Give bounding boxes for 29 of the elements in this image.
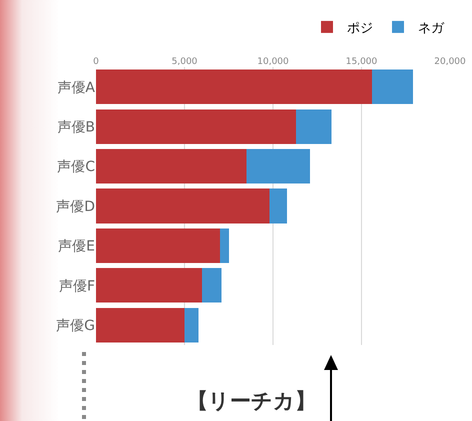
bar xyxy=(202,268,222,303)
bar xyxy=(96,308,184,342)
y-tick-label: 声優D xyxy=(56,198,95,215)
y-tick-label: 声優C xyxy=(57,159,96,176)
y-tick-label: 声優A xyxy=(57,80,96,96)
x-tick-label: 20,000 xyxy=(434,57,466,68)
bar xyxy=(269,188,288,224)
bar xyxy=(96,268,202,303)
x-tick-label: 5,000 xyxy=(172,57,198,68)
y-tick-label: 声優G xyxy=(56,318,95,334)
bar xyxy=(96,188,270,224)
x-tick-label: 15,000 xyxy=(346,57,378,68)
y-tick-label: 声優B xyxy=(57,119,95,136)
text: 【リーチカ】 xyxy=(187,389,316,413)
bar xyxy=(246,149,310,184)
bar xyxy=(96,228,220,263)
legend-label: ネガ xyxy=(418,21,445,36)
bar xyxy=(184,308,199,342)
bar xyxy=(372,70,413,104)
bar xyxy=(96,70,372,104)
bar xyxy=(96,109,296,144)
y-tick-label: 声優F xyxy=(58,278,95,294)
legend-label: ポジ xyxy=(347,21,373,36)
bar xyxy=(220,228,229,263)
x-tick-label: 0 xyxy=(93,57,100,68)
bar xyxy=(296,109,332,144)
bar xyxy=(96,149,246,184)
x-tick-label: 10,000 xyxy=(257,57,290,68)
y-tick-label: 声優E xyxy=(58,238,95,255)
